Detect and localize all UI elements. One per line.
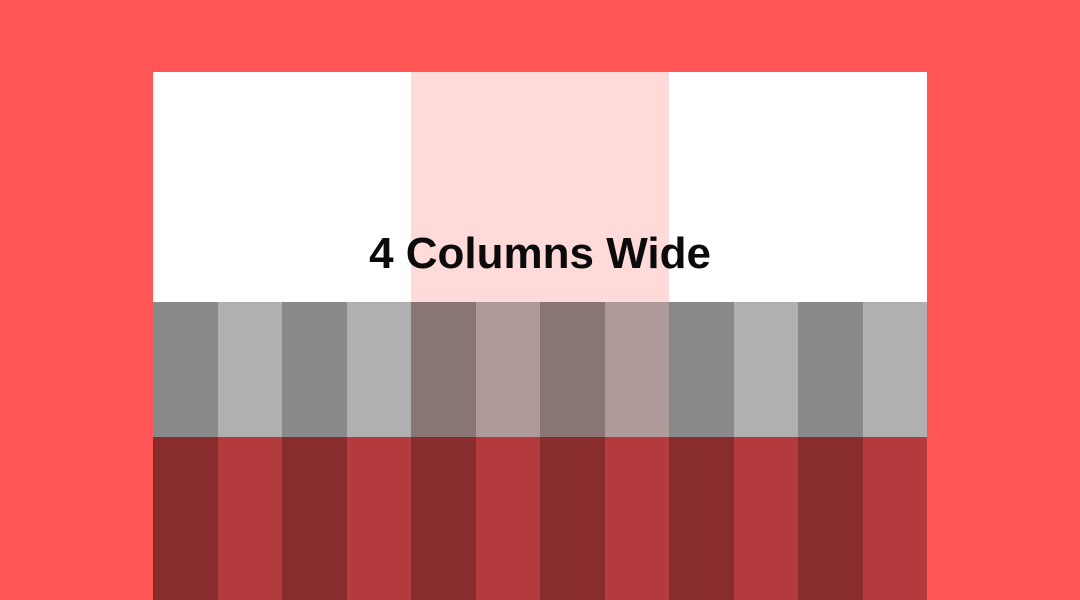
- grid-column-7-red: [540, 437, 605, 600]
- grid-column-7-gray: [540, 302, 605, 437]
- page-title: 4 Columns Wide: [369, 229, 711, 278]
- grid-column-3-red: [282, 437, 347, 600]
- grid-column-8-red: [604, 437, 669, 600]
- grid-column-9-gray: [669, 302, 734, 437]
- grid-column-10-red: [733, 437, 798, 600]
- grid-column-9-red: [669, 437, 734, 600]
- four-column-highlight: [411, 72, 669, 302]
- grid-column-11-red: [798, 437, 863, 600]
- grid-column-12-red: [862, 437, 927, 600]
- grid-column-6-gray: [475, 302, 540, 437]
- grid-column-5-gray: [411, 302, 476, 437]
- grid-column-11-gray: [798, 302, 863, 437]
- grid-column-4-gray: [346, 302, 411, 437]
- grid-column-3-gray: [282, 302, 347, 437]
- column-grid-gray-row: [153, 302, 927, 437]
- grid-column-10-gray: [733, 302, 798, 437]
- grid-column-4-red: [346, 437, 411, 600]
- grid-column-5-red: [411, 437, 476, 600]
- grid-column-2-red: [217, 437, 282, 600]
- grid-frame: 4 Columns Wide: [153, 72, 927, 600]
- heading-panel: 4 Columns Wide: [153, 72, 927, 302]
- column-grid-red-row: [153, 437, 927, 600]
- grid-column-12-gray: [862, 302, 927, 437]
- grid-column-1-gray: [153, 302, 218, 437]
- grid-column-2-gray: [217, 302, 282, 437]
- grid-column-8-gray: [604, 302, 669, 437]
- grid-column-6-red: [475, 437, 540, 600]
- grid-column-1-red: [153, 437, 218, 600]
